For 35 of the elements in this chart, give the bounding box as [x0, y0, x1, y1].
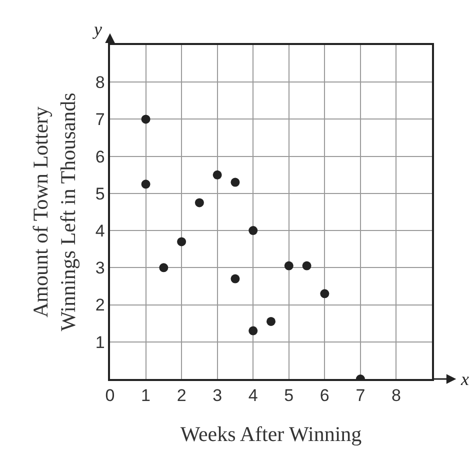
point [141, 180, 150, 189]
point [230, 274, 240, 284]
x-tick-label: 0 [105, 386, 115, 406]
point [141, 114, 150, 124]
y-tick-label: 2 [95, 296, 105, 315]
text: x [460, 369, 469, 389]
y-axis-title: Amount of Town Lottery Winnings Left in Thousands [28, 92, 80, 332]
point [320, 289, 330, 298]
point [159, 263, 168, 272]
y-tick-label: 7 [95, 110, 105, 130]
text: y [92, 19, 102, 39]
y-tick-label: 3 [95, 258, 105, 278]
x-tick-label: 2 [176, 386, 186, 406]
point [212, 170, 222, 180]
point [230, 178, 240, 187]
point [266, 316, 276, 326]
point [248, 326, 258, 336]
x-tick-label: 5 [284, 386, 294, 406]
point [194, 198, 204, 208]
x-tick-label: 3 [212, 386, 222, 406]
x-tick-label: 8 [391, 386, 401, 406]
x-axis-title: Weeks After Winning [180, 422, 362, 446]
point [302, 261, 312, 270]
x-tick-label: 6 [320, 386, 330, 406]
y-tick-label: 1 [95, 332, 105, 352]
y-tick-label: 5 [95, 184, 105, 204]
x-tick-label: 7 [356, 386, 366, 406]
point [177, 237, 186, 246]
x-tick-label: 1 [141, 386, 151, 406]
x-tick-label: 4 [248, 386, 258, 406]
y-tick-label: 6 [95, 147, 105, 166]
y-tick-label: 8 [95, 73, 105, 92]
y-tick-label: 4 [95, 222, 105, 241]
point [248, 226, 258, 236]
point [284, 261, 294, 270]
